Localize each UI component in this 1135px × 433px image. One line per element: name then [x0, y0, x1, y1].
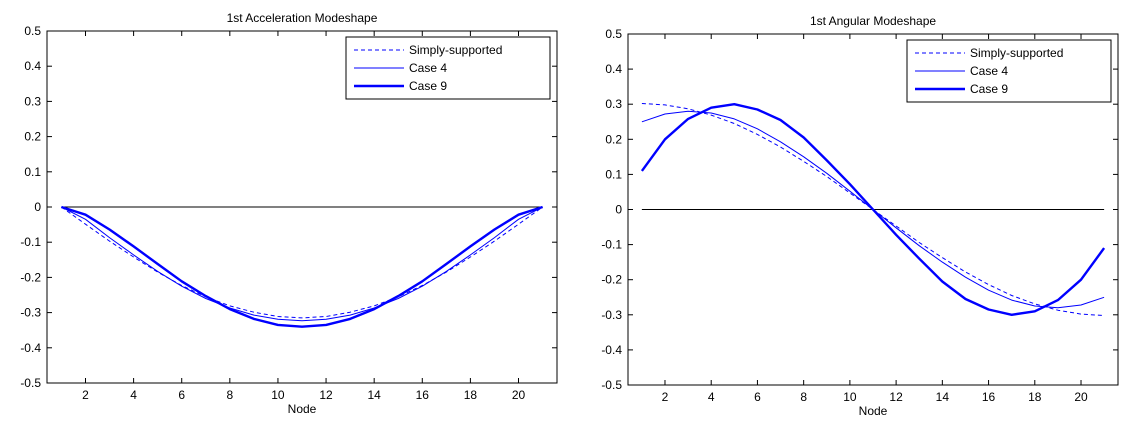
legend-label: Case 4 [970, 64, 1008, 78]
legend-label: Simply-supported [970, 46, 1063, 60]
y-tick-label: -0.3 [601, 308, 622, 322]
chart-panel-2: 1st Angular Modeshape -0.5 -0.4 -0.3 -0.2 -0.… [601, 14, 1119, 418]
y-tick-label: 0.5 [24, 24, 41, 38]
x-tick-label: 8 [800, 390, 807, 404]
legend-label: Case 4 [409, 61, 447, 75]
y-tick-label: -0.5 [20, 376, 41, 390]
legend: Simply-supported Case 4 Case 9 [906, 39, 1112, 103]
x-tick-label: 12 [889, 390, 903, 404]
x-axis-label: Node [859, 404, 888, 418]
y-tick-label: 0.1 [605, 167, 622, 181]
y-tick-label: 0.4 [24, 59, 41, 73]
series-line-simply-supported [641, 103, 1105, 316]
x-tick-label: 6 [178, 388, 185, 402]
legend: Simply-supported Case 4 Case 9 [345, 36, 551, 100]
y-tick-label: 0.5 [605, 27, 622, 41]
y-tick-label: 0 [615, 203, 622, 217]
x-tick-label: 6 [754, 390, 761, 404]
x-tick-label: 4 [130, 388, 137, 402]
y-tick-label: 0.3 [605, 97, 622, 111]
chart-title: 1st Acceleration Modeshape [227, 11, 378, 25]
x-tick-label: 2 [82, 388, 89, 402]
x-tick-label: 10 [271, 388, 285, 402]
x-tick-label: 20 [512, 388, 526, 402]
y-tick-label: -0.1 [20, 235, 41, 249]
y-tick-label: -0.2 [601, 273, 622, 287]
y-tick-label: -0.5 [601, 378, 622, 392]
y-tick-label: -0.4 [601, 343, 622, 357]
y-tick-label: -0.2 [20, 270, 41, 284]
y-tick-label: 0.2 [605, 132, 622, 146]
series-line-simply-supported [61, 206, 543, 319]
y-tick-label: -0.3 [20, 306, 41, 320]
y-tick-label: 0 [34, 200, 41, 214]
x-tick-label: 18 [1028, 390, 1042, 404]
chart-title: 1st Angular Modeshape [810, 14, 936, 28]
y-tick-label: -0.1 [601, 238, 622, 252]
x-tick-label: 14 [936, 390, 950, 404]
x-tick-label: 16 [416, 388, 430, 402]
series-line-case-9 [640, 102, 1106, 316]
legend-label: Case 9 [409, 79, 447, 93]
y-tick-label: 0.1 [24, 165, 41, 179]
y-tick-label: 0.4 [605, 62, 622, 76]
x-tick-label: 20 [1074, 390, 1088, 404]
x-axis-label: Node [288, 402, 317, 416]
x-tick-label: 14 [367, 388, 381, 402]
series-line-case-4 [61, 206, 543, 322]
series-line-case-9 [61, 205, 543, 328]
chart-panel-1: 1st Acceleration Modeshape -0.5 -0.4 -0.3 -0… [20, 11, 558, 416]
x-tick-label: 18 [464, 388, 478, 402]
x-tick-label: 16 [982, 390, 996, 404]
x-tick-label: 4 [708, 390, 715, 404]
x-tick-label: 10 [843, 390, 857, 404]
y-tick-label: 0.2 [24, 130, 41, 144]
x-tick-label: 8 [226, 388, 233, 402]
y-tick-label: -0.4 [20, 341, 41, 355]
legend-label: Case 9 [970, 82, 1008, 96]
y-tick-label: 0.3 [24, 94, 41, 108]
x-tick-label: 12 [319, 388, 333, 402]
x-tick-label: 2 [662, 390, 669, 404]
legend-label: Simply-supported [409, 43, 502, 57]
